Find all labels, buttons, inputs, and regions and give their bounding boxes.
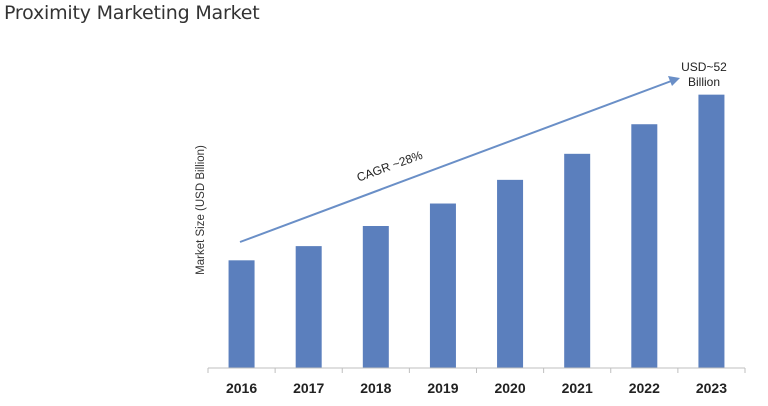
x-tick-label-2023: 2023 [696, 380, 727, 396]
bar-2017 [295, 246, 322, 368]
x-tick-label-2022: 2022 [629, 380, 660, 396]
bar-2021 [564, 153, 591, 368]
x-tick-label-2019: 2019 [427, 380, 458, 396]
bar-2022 [631, 124, 658, 368]
x-tick-label-2018: 2018 [360, 380, 391, 396]
x-tick-label-2020: 2020 [494, 380, 525, 396]
x-tick-label-2021: 2021 [562, 380, 593, 396]
y-axis-label: Market Size (USD Billion) [195, 145, 207, 275]
bar-2020 [497, 179, 524, 368]
bar-2023 [698, 94, 725, 369]
bar-2019 [429, 203, 456, 368]
bar-2018 [362, 226, 389, 368]
end-value-label-line1: USD~52 [681, 60, 727, 74]
x-tick-label-2017: 2017 [293, 380, 324, 396]
end-value-label-line2: Billion [688, 75, 720, 89]
bar-group [228, 94, 725, 369]
cagr-arrow-head [668, 76, 680, 86]
cagr-arrow [239, 79, 675, 243]
x-tick-label-2016: 2016 [226, 380, 257, 396]
bar-2016 [228, 260, 255, 368]
page-title: Proximity Marketing Market [4, 2, 260, 24]
x-tick-labels: 2016 2017 2018 2019 2020 2021 2022 2023 [226, 380, 727, 396]
cagr-label: CAGR ~28% [355, 148, 425, 185]
x-tick-marks [207, 368, 746, 373]
